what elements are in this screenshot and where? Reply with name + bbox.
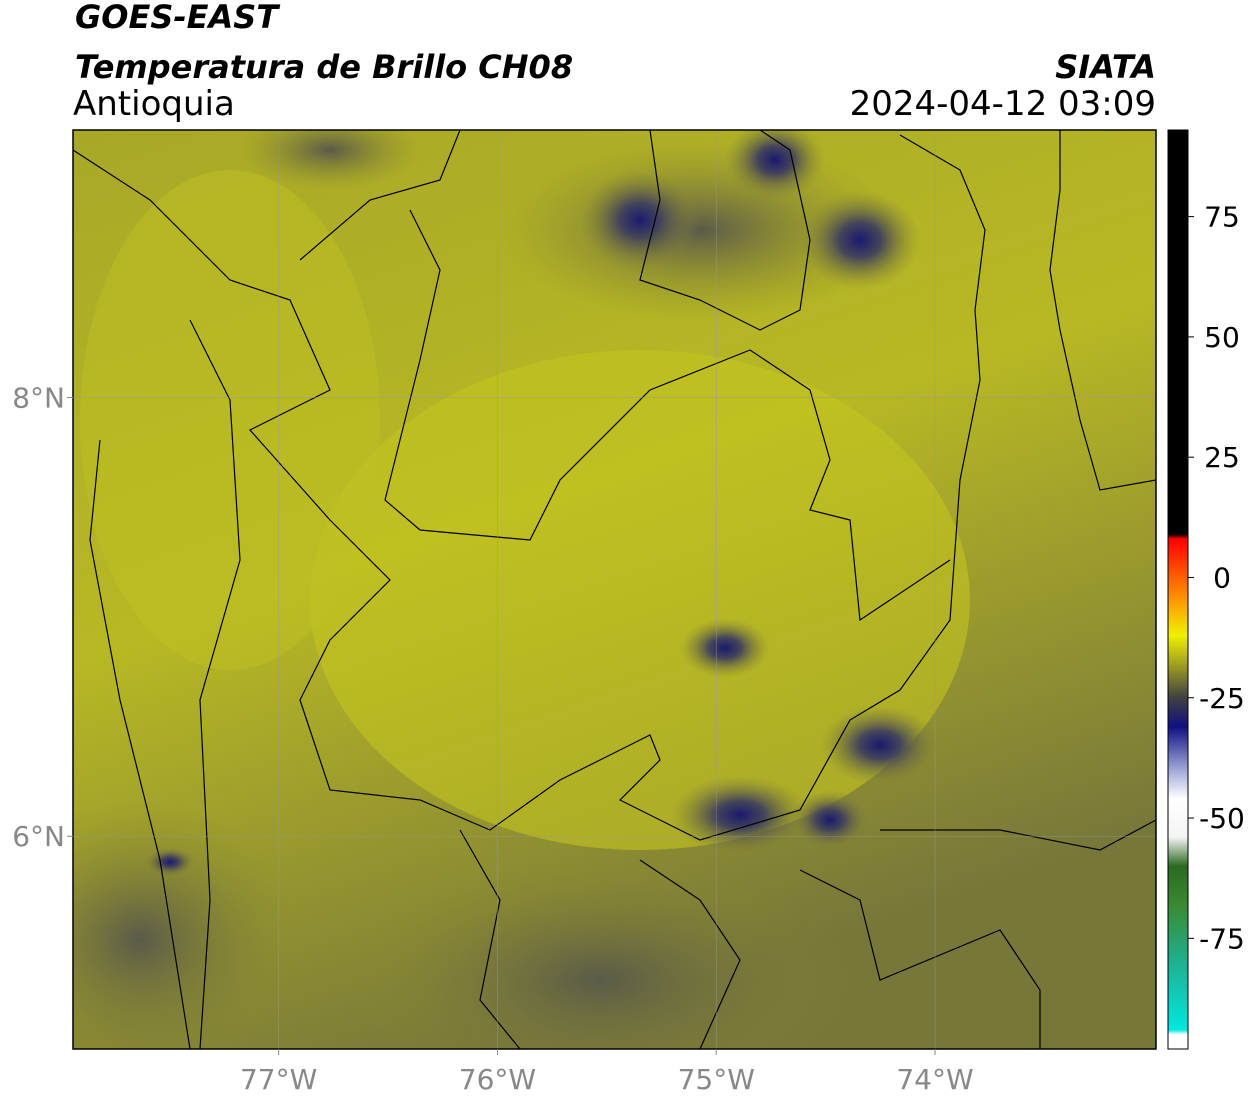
colorbar-tick-label: -50 [1199, 802, 1245, 835]
datetime: 2024-04-12 03:09 [850, 84, 1156, 124]
grid [73, 130, 1156, 1049]
region: Antioquia [73, 84, 235, 124]
x-tick-label: 77°W [240, 1063, 317, 1096]
y-tick-label: 8°N [12, 382, 65, 415]
colorbar-tick-label: 75 [1204, 201, 1240, 234]
subtitle: Temperatura de Brillo CH08 [75, 48, 573, 86]
y-tick-label: 6°N [12, 820, 65, 853]
colorbar-tick-label: 50 [1204, 321, 1240, 354]
x-tick-label: 76°W [459, 1063, 536, 1096]
x-tick-label: 74°W [896, 1063, 973, 1096]
map-frame [72, 129, 1157, 1050]
colorbar-tick-label: -75 [1199, 922, 1245, 955]
map-field [73, 130, 1156, 1049]
colorbar-tick-label: -25 [1199, 682, 1245, 715]
title: GOES-EAST [75, 0, 280, 36]
colorbar [1167, 129, 1189, 1050]
x-tick-label: 75°W [678, 1063, 755, 1096]
colorbar-tick-label: 0 [1213, 561, 1231, 594]
source: SIATA [1055, 48, 1156, 86]
colorbar-tick-label: 25 [1204, 441, 1240, 474]
